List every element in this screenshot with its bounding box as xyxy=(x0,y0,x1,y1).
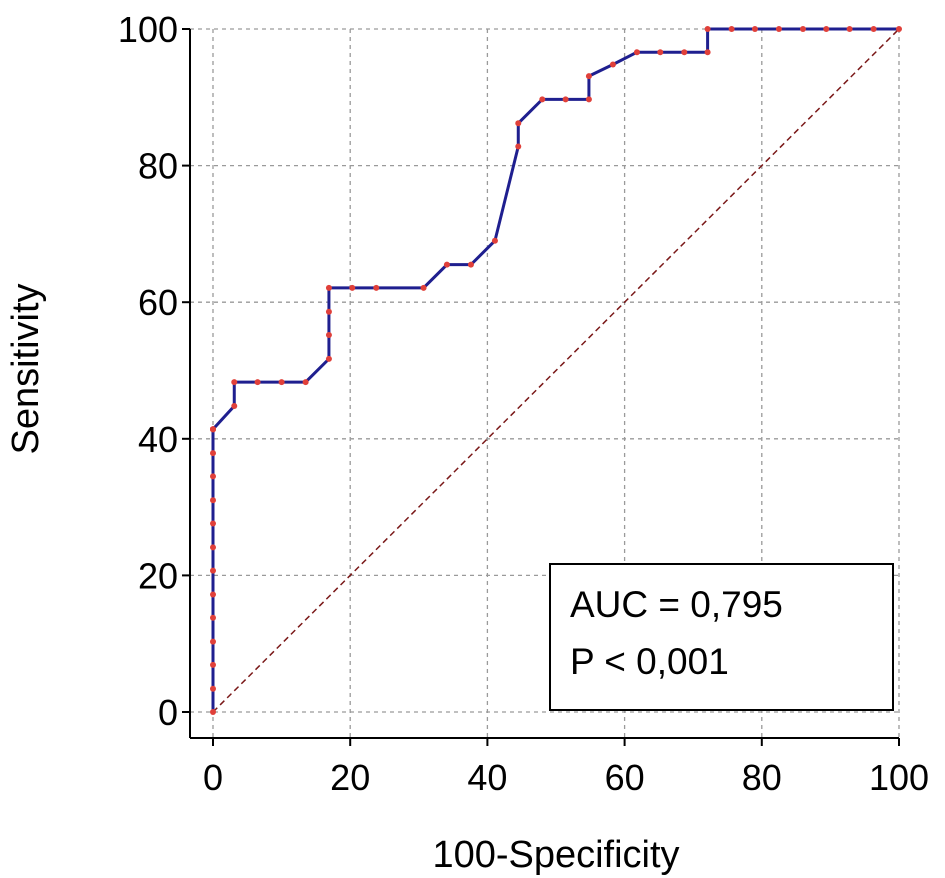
annotation-box: AUC = 0,795 P < 0,001 xyxy=(549,563,894,711)
y-tick-label: 80 xyxy=(138,146,178,187)
roc-point xyxy=(728,26,735,32)
y-tick-label: 40 xyxy=(138,419,178,460)
roc-point xyxy=(210,497,216,504)
x-tick-label: 40 xyxy=(467,757,507,798)
roc-point xyxy=(210,638,216,645)
x-tick-label: 0 xyxy=(203,757,223,798)
x-tick-label: 60 xyxy=(605,757,645,798)
roc-point xyxy=(325,331,332,338)
roc-point xyxy=(302,379,309,386)
roc-point xyxy=(562,96,569,103)
y-axis-title: Sensitivity xyxy=(5,283,47,454)
roc-point xyxy=(210,473,216,480)
roc-point xyxy=(210,685,216,692)
x-tick-labels: 0 20 40 60 80 100 xyxy=(203,757,929,798)
roc-point xyxy=(799,26,806,32)
roc-point xyxy=(515,143,522,150)
roc-point xyxy=(657,49,664,56)
roc-point xyxy=(704,49,711,56)
roc-point xyxy=(349,284,356,291)
roc-point xyxy=(681,49,688,56)
p-value-label: P < 0,001 xyxy=(570,641,729,682)
roc-point xyxy=(210,709,216,715)
roc-point xyxy=(704,26,711,32)
roc-point xyxy=(585,73,592,80)
roc-point xyxy=(870,26,877,32)
x-tick-label: 100 xyxy=(869,757,929,798)
roc-curve xyxy=(211,27,899,712)
roc-point xyxy=(443,261,450,268)
x-axis-title: 100-Specificity xyxy=(432,834,679,876)
roc-point xyxy=(325,284,332,291)
y-tick-label: 60 xyxy=(138,282,178,323)
roc-point xyxy=(254,379,261,386)
roc-point xyxy=(210,661,216,668)
roc-point xyxy=(210,567,216,574)
roc-point xyxy=(278,379,285,386)
y-tick-labels: 0 20 40 60 80 100 xyxy=(118,9,178,733)
roc-point xyxy=(846,26,853,32)
roc-point xyxy=(210,426,216,433)
roc-point xyxy=(210,450,216,457)
x-tick-label: 80 xyxy=(742,757,782,798)
roc-point xyxy=(210,544,216,551)
y-tick-label: 20 xyxy=(138,555,178,596)
axis-ticks xyxy=(182,28,900,746)
auc-label: AUC = 0,795 xyxy=(570,584,783,625)
roc-point xyxy=(325,308,332,315)
roc-point xyxy=(823,26,830,32)
roc-point xyxy=(210,614,216,621)
roc-point xyxy=(539,96,546,103)
y-tick-label: 0 xyxy=(158,692,178,733)
roc-point xyxy=(515,120,522,127)
y-tick-label: 100 xyxy=(118,9,178,50)
roc-point xyxy=(420,284,427,291)
roc-point xyxy=(325,355,332,362)
roc-series xyxy=(210,26,902,715)
roc-point xyxy=(751,26,758,32)
roc-point xyxy=(896,26,902,32)
annotation-frame xyxy=(549,563,894,711)
roc-point xyxy=(231,379,238,386)
roc-point xyxy=(585,96,592,103)
grid xyxy=(190,28,900,738)
roc-markers xyxy=(210,26,902,715)
reference-diagonal xyxy=(212,28,900,713)
roc-point xyxy=(609,61,616,68)
roc-point xyxy=(467,261,474,268)
x-tick-label: 20 xyxy=(330,757,370,798)
roc-point xyxy=(775,26,782,32)
roc-point xyxy=(210,591,216,598)
roc-point xyxy=(633,49,640,56)
roc-point xyxy=(210,520,216,527)
roc-point xyxy=(491,237,498,244)
roc-point xyxy=(231,403,238,410)
roc-point xyxy=(373,284,380,291)
